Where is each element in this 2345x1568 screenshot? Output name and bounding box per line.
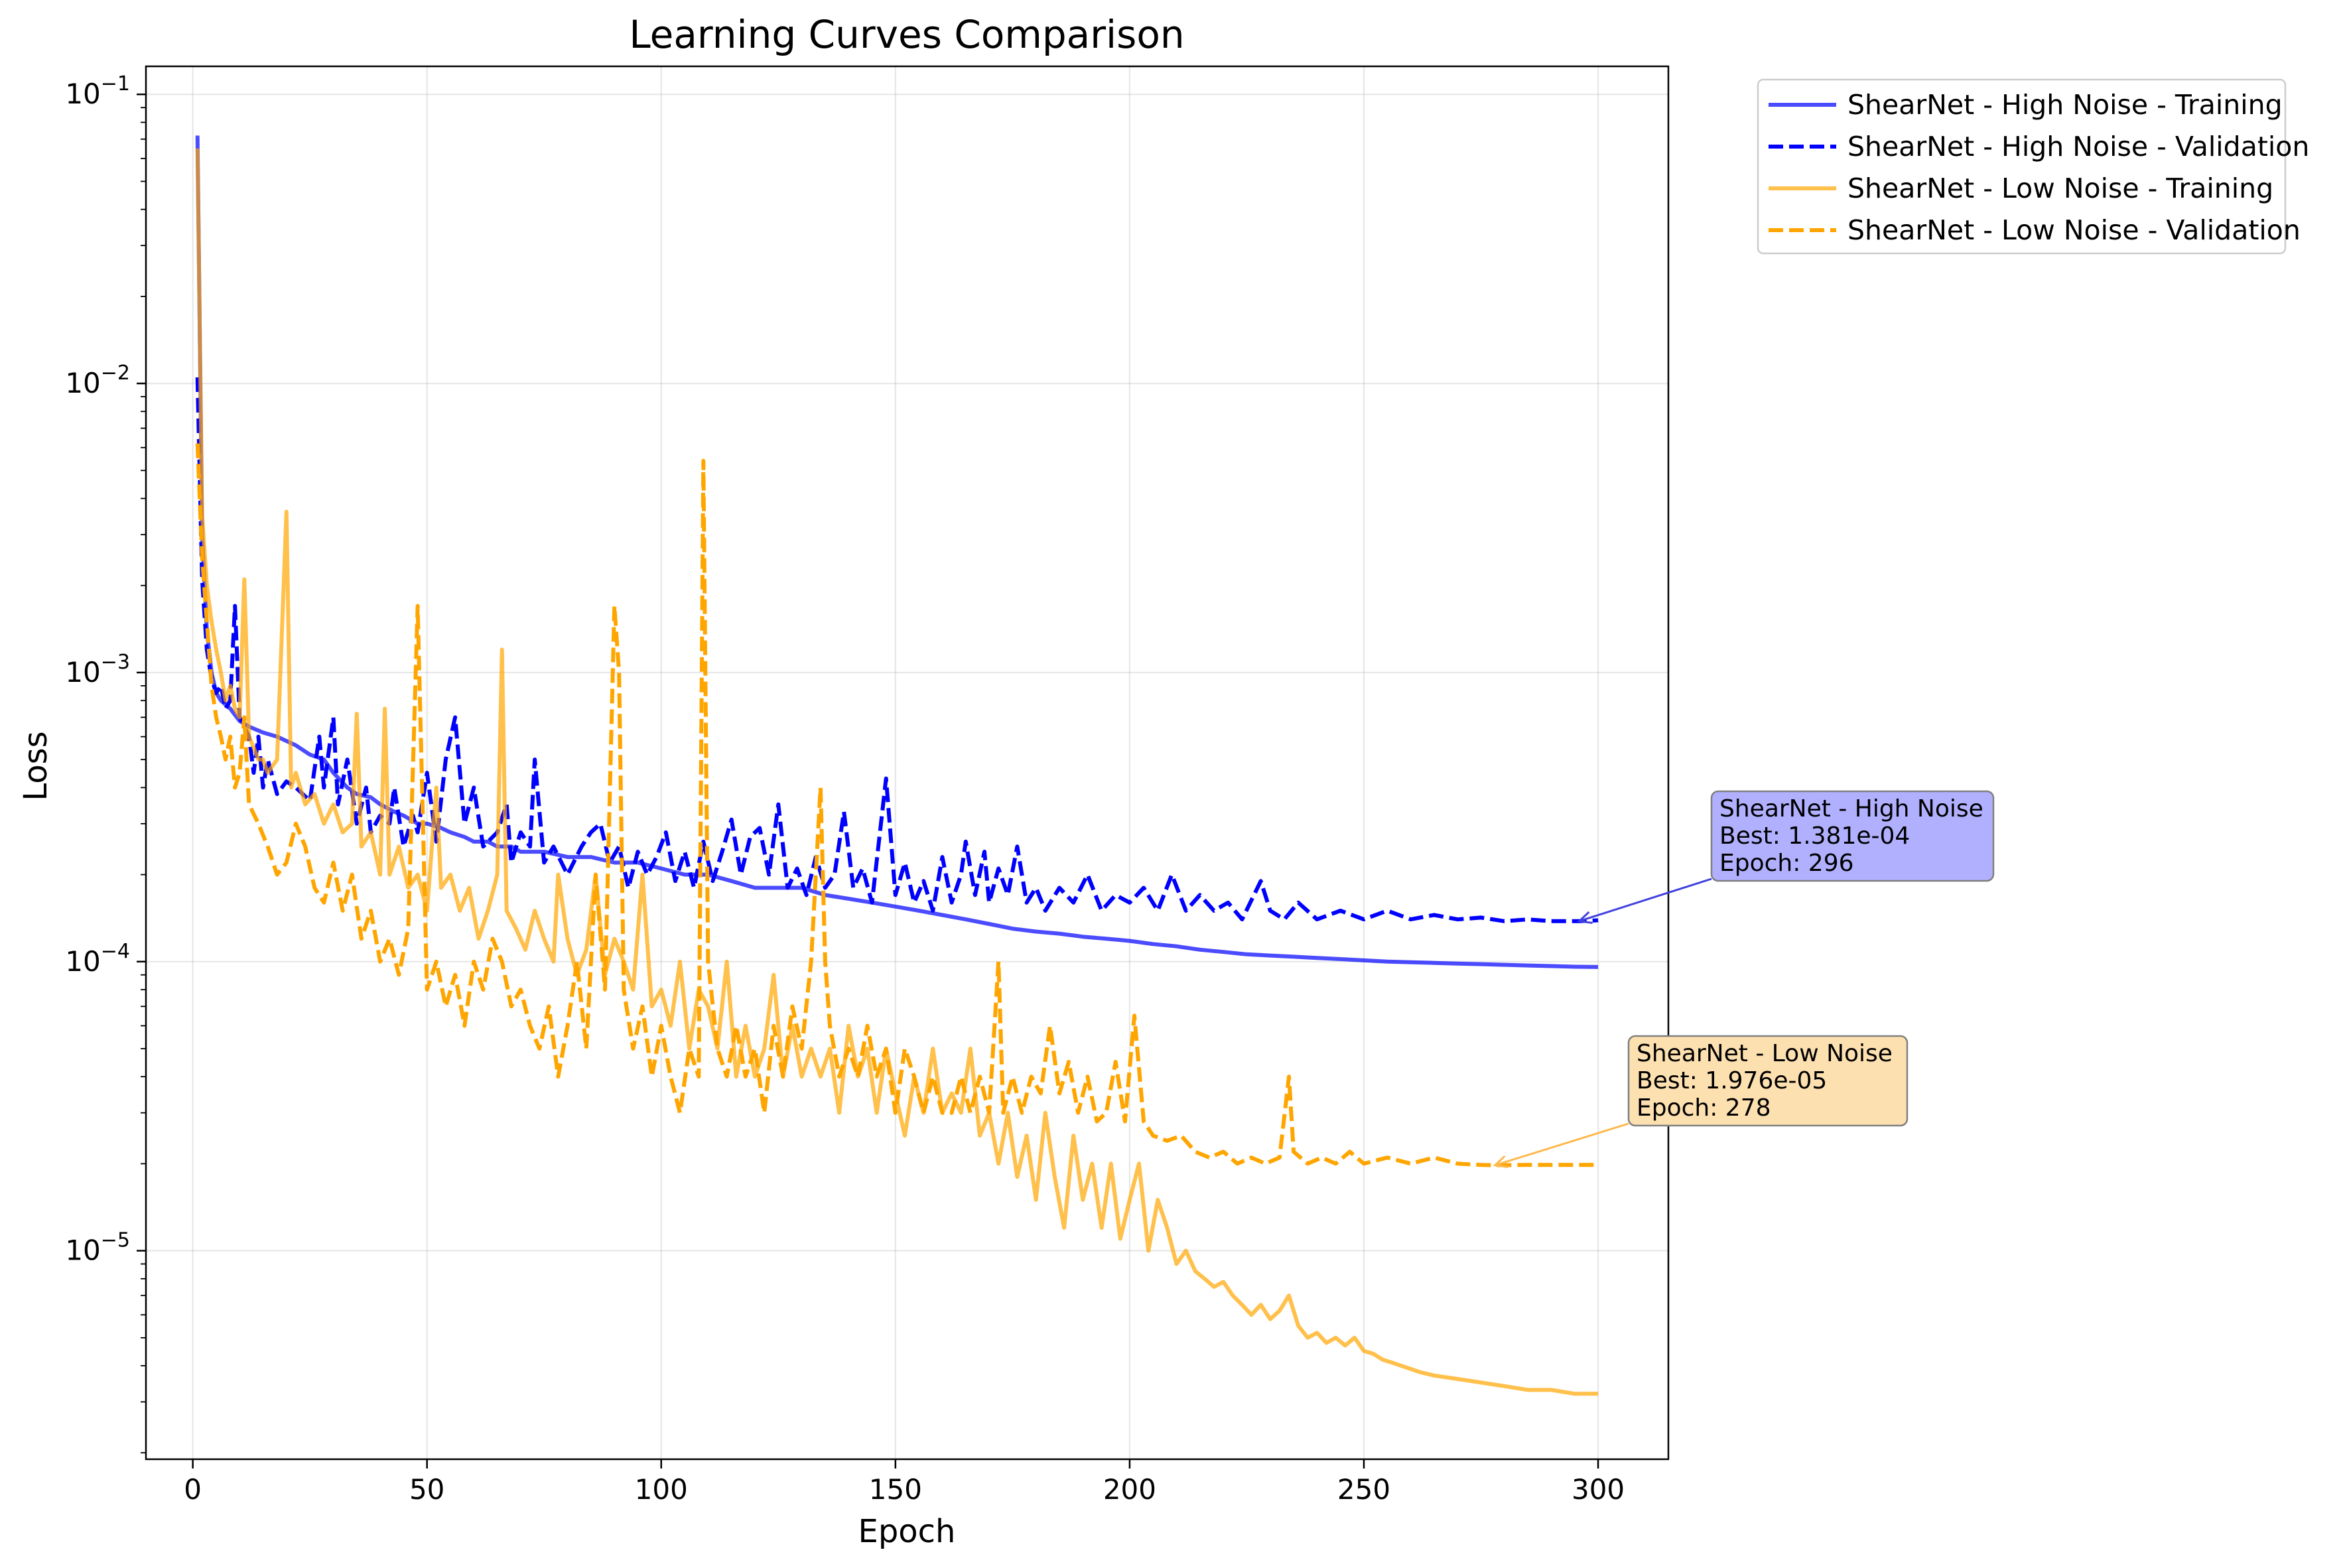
series-line-0 <box>195 135 1599 969</box>
x-tick-label: 0 <box>184 1473 202 1506</box>
annotation-box <box>1710 790 1995 882</box>
annotation-arrow <box>1579 878 1712 923</box>
x-tick-label: 50 <box>409 1473 444 1506</box>
y-axis-ticks: 10−1 10−2 10−3 10−4 10−5 <box>65 72 146 1454</box>
annotation-text: Epoch: 296 <box>1719 850 1854 877</box>
legend-label: ShearNet - Low Noise - Training <box>1847 172 2273 204</box>
legend-label: ShearNet - High Noise - Validation <box>1847 131 2309 163</box>
x-tick-label: 100 <box>635 1473 688 1506</box>
plot-frame <box>145 65 1670 1461</box>
series-line-2 <box>195 148 1599 1396</box>
annotation-text: Best: 1.976e-05 <box>1637 1067 1827 1094</box>
annotation-arrowhead <box>1493 1155 1508 1169</box>
annotation-text: Epoch: 278 <box>1637 1094 1771 1122</box>
x-tick-label: 200 <box>1103 1473 1156 1506</box>
annotation-text: Best: 1.381e-04 <box>1719 822 1910 850</box>
y-tick-label: 10−2 <box>65 361 130 399</box>
x-tick-label: 250 <box>1337 1473 1390 1506</box>
annotation-box <box>1627 1035 1909 1127</box>
y-tick-label: 10−4 <box>65 940 130 978</box>
series-line-1 <box>195 377 1599 923</box>
y-tick-label: 10−3 <box>65 651 130 688</box>
legend: ShearNet - High Noise - Training ShearNet… <box>1757 78 2309 255</box>
legend-frame <box>1757 78 2287 255</box>
annotation-arrow <box>1495 1122 1629 1167</box>
y-tick-label: 10−1 <box>65 72 130 110</box>
x-axis-ticks: 0 50 100 150 200 250 300 <box>184 1459 1625 1506</box>
annotation-text: ShearNet - High Noise <box>1719 795 1983 822</box>
legend-label: ShearNet - High Noise - Training <box>1847 89 2283 121</box>
legend-label: ShearNet - Low Noise - Validation <box>1847 214 2301 246</box>
y-tick-label: 10−5 <box>65 1229 130 1267</box>
annotation-text: ShearNet - Low Noise <box>1637 1040 1893 1067</box>
series-line-3 <box>195 443 1599 1167</box>
x-tick-label: 150 <box>869 1473 922 1506</box>
x-tick-label: 300 <box>1572 1473 1625 1506</box>
series-lines <box>195 135 1599 1396</box>
annotation-arrowhead <box>1577 911 1593 924</box>
x-axis-label: Epoch <box>858 1513 956 1550</box>
y-axis-label: Loss <box>17 731 54 801</box>
grid-lines <box>146 66 1668 1459</box>
chart-title: Learning Curves Comparison <box>629 12 1184 57</box>
